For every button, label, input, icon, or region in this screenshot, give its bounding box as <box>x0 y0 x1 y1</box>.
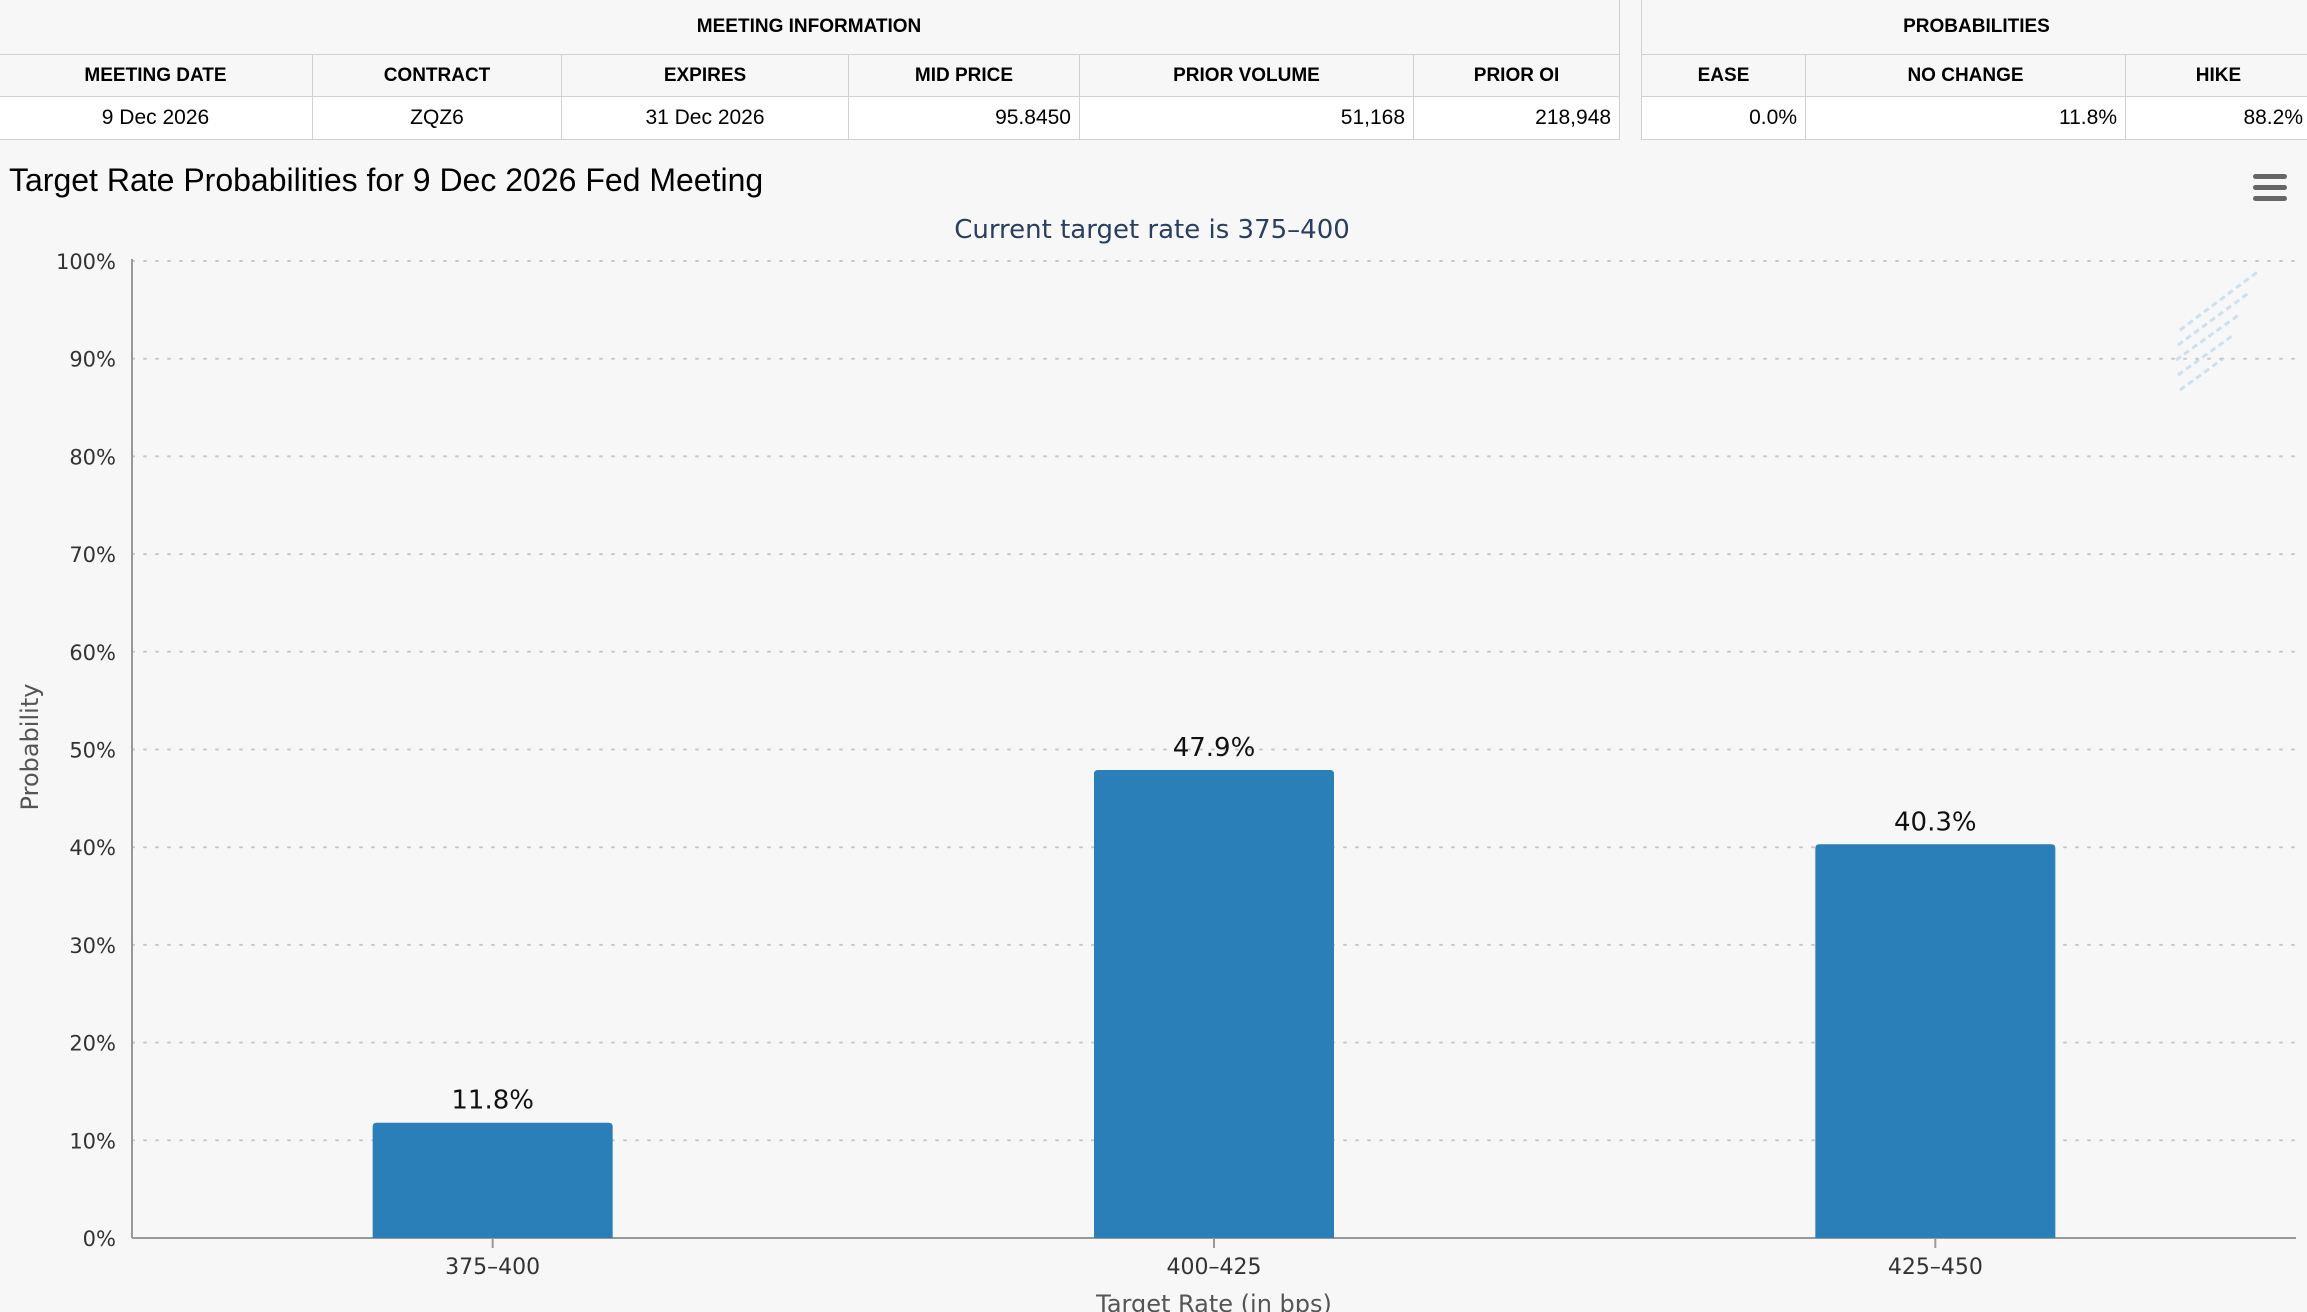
col-mid-price: MID PRICE <box>848 54 1080 97</box>
x-axis-title: Target Rate (in bps) <box>1095 1290 1332 1312</box>
col-hike: HIKE <box>2125 54 2307 97</box>
prior-volume-cell: 51,168 <box>1079 96 1414 140</box>
bar <box>372 1122 613 1238</box>
y-tick-label: 0% <box>83 1227 116 1251</box>
data-label: 40.3% <box>1894 807 1977 837</box>
hike-cell: 88.2% <box>2125 96 2307 140</box>
table-row: 0.0% 11.8% 88.2% <box>1641 96 2307 140</box>
probabilities-header: PROBABILITIES <box>1641 0 2307 55</box>
x-tick-label: 375–400 <box>445 1255 540 1280</box>
meeting-date-cell: 9 Dec 2026 <box>0 96 313 140</box>
y-tick-label: 80% <box>69 445 116 469</box>
col-contract: CONTRACT <box>312 54 562 97</box>
x-tick-label: 425–450 <box>1888 1255 1983 1280</box>
data-label: 11.8% <box>451 1086 534 1116</box>
table-row: 9 Dec 2026 ZQZ6 31 Dec 2026 95.8450 51,1… <box>0 96 1621 140</box>
col-prior-oi: PRIOR OI <box>1412 54 1621 97</box>
col-no-change: NO CHANGE <box>1805 54 2126 97</box>
probabilities-table: PROBABILITIES EASE NO CHANGE HIKE 0.0% 1… <box>1641 0 2307 140</box>
y-tick-label: 90% <box>69 348 116 372</box>
meeting-info-table: MEETING INFORMATION MEETING DATE CONTRAC… <box>0 0 1621 140</box>
y-tick-label: 10% <box>69 1129 116 1153</box>
no-change-cell: 11.8% <box>1805 96 2126 140</box>
y-tick-label: 50% <box>69 739 116 763</box>
y-tick-label: 30% <box>69 934 116 958</box>
col-expires: EXPIRES <box>561 54 849 97</box>
chart-title: Target Rate Probabilities for 9 Dec 2026… <box>9 162 764 198</box>
watermark-logo <box>2175 268 2261 392</box>
y-tick-label: 40% <box>69 836 116 860</box>
expires-cell: 31 Dec 2026 <box>561 96 849 140</box>
y-tick-label: 100% <box>56 250 116 274</box>
contract-cell: ZQZ6 <box>312 96 562 140</box>
y-tick-label: 60% <box>69 641 116 665</box>
chart-subtitle: Current target rate is 375–400 <box>954 215 1350 245</box>
ease-cell: 0.0% <box>1641 96 1806 140</box>
data-label: 47.9% <box>1173 733 1256 763</box>
y-axis-title: Probability <box>16 684 44 811</box>
y-tick-label: 20% <box>69 1032 116 1056</box>
col-meeting-date: MEETING DATE <box>0 54 313 97</box>
bar <box>1815 844 2056 1238</box>
prior-oi-cell: 218,948 <box>1412 96 1621 140</box>
x-tick-label: 400–425 <box>1167 1255 1262 1280</box>
bar <box>1094 770 1334 1238</box>
col-prior-volume: PRIOR VOLUME <box>1079 54 1414 97</box>
meeting-info-header: MEETING INFORMATION <box>0 0 1621 55</box>
hamburger-menu-icon[interactable] <box>2253 174 2287 202</box>
mid-price-cell: 95.8450 <box>848 96 1080 140</box>
y-tick-label: 70% <box>69 543 116 567</box>
